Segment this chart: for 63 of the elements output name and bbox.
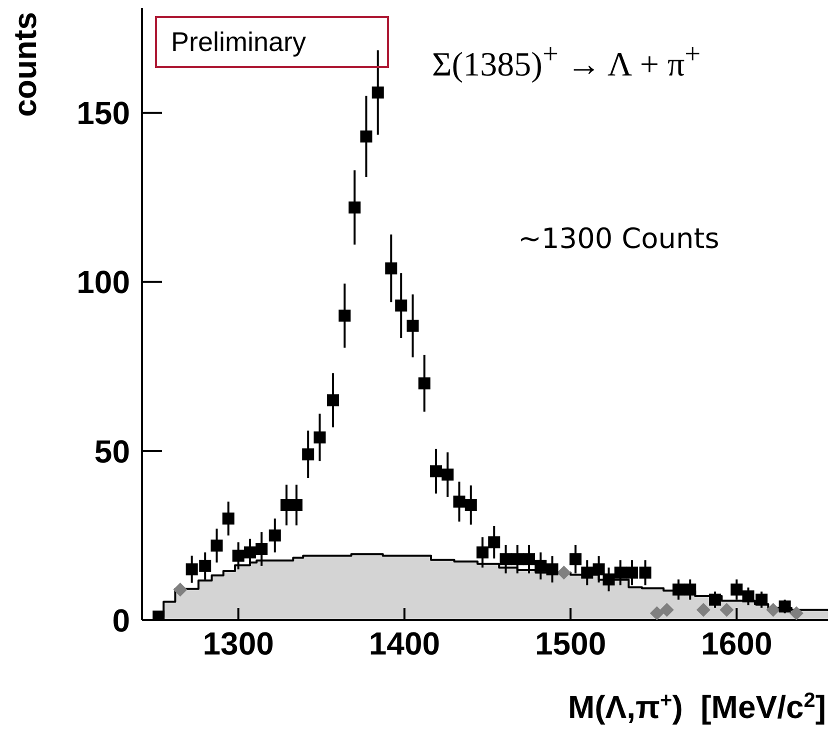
point [614, 566, 626, 579]
point [672, 584, 685, 596]
point [500, 553, 512, 566]
point [442, 468, 454, 481]
point [766, 602, 780, 617]
point [756, 594, 768, 606]
point [581, 566, 594, 579]
point [556, 566, 571, 580]
point [222, 512, 234, 525]
point [338, 310, 351, 322]
point [256, 542, 268, 555]
annotation: Preliminary [155, 16, 389, 68]
point [372, 86, 384, 99]
point [302, 448, 314, 460]
point [327, 394, 340, 406]
x-axis-title: M(Λ,π$^{+}$) [MeV/c$^{2}$] [568, 688, 826, 725]
y-tick-label: 0 [112, 602, 130, 638]
point [290, 499, 302, 512]
point [430, 465, 442, 478]
point [418, 377, 430, 390]
point [268, 529, 281, 542]
point [709, 594, 722, 606]
point [210, 540, 223, 552]
point [406, 320, 419, 332]
point [488, 536, 500, 548]
annotation: Σ(1385)$^{+}$ → Λ + π$^{+}$ [432, 38, 701, 86]
point [684, 584, 696, 596]
point [626, 566, 638, 579]
y-tick-label: 100 [76, 264, 130, 300]
y-axis-title: counts [7, 12, 43, 117]
point [696, 602, 710, 617]
point [385, 262, 398, 274]
annotation: ~1300 Counts [518, 222, 720, 256]
point [592, 563, 605, 576]
point [650, 606, 664, 620]
point [186, 563, 198, 576]
y-tick-label: 150 [76, 95, 130, 132]
point [232, 550, 244, 562]
point [639, 566, 652, 579]
x-tick-label: 1400 [368, 626, 440, 662]
point [730, 584, 743, 596]
point [789, 606, 804, 620]
point [173, 582, 188, 597]
y-tick-label: 50 [94, 433, 130, 470]
point [314, 431, 326, 444]
point [199, 560, 212, 572]
point [464, 499, 477, 512]
point [348, 201, 361, 214]
point [546, 563, 558, 576]
point [602, 573, 615, 586]
point [778, 600, 791, 612]
point [742, 590, 754, 602]
x-tick-label: 1600 [701, 626, 772, 662]
point [720, 602, 734, 617]
point [660, 602, 674, 617]
point [476, 546, 489, 558]
point [523, 553, 536, 566]
point [360, 130, 372, 142]
point [570, 553, 582, 566]
x-tick-label: 1300 [202, 626, 274, 662]
x-tick-label: 1500 [534, 626, 606, 662]
point [453, 496, 466, 508]
point [395, 300, 408, 312]
